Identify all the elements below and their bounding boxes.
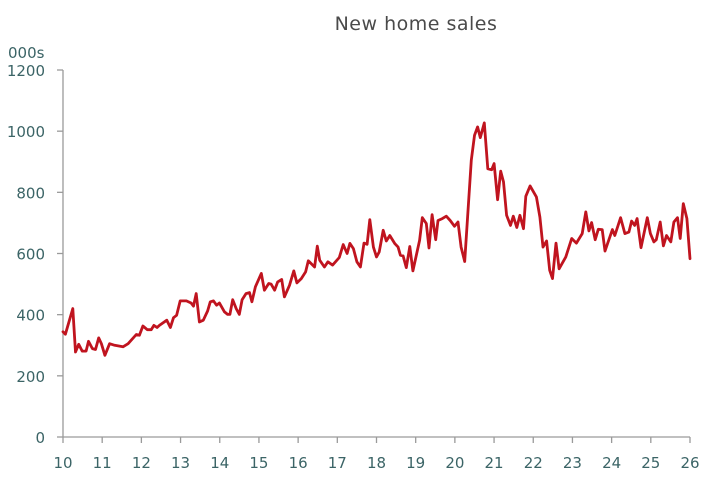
x-tick-label: 10 bbox=[53, 454, 72, 472]
y-axis-unit-label: 000s bbox=[8, 44, 45, 62]
y-tick-label: 200 bbox=[16, 368, 45, 386]
x-tick-label: 11 bbox=[93, 454, 112, 472]
y-tick-label: 0 bbox=[35, 429, 45, 447]
x-tick-label: 24 bbox=[602, 454, 621, 472]
ticks: 0 200 400 600 800 1000 1200 10 11 12 13 14 15 16 17 18 1… bbox=[7, 62, 700, 472]
x-tick-label: 25 bbox=[641, 454, 660, 472]
x-tick-label: 20 bbox=[445, 454, 464, 472]
chart-title: New home sales bbox=[335, 13, 498, 35]
y-tick-label: 600 bbox=[16, 246, 45, 264]
x-tick-label: 19 bbox=[406, 454, 425, 472]
x-tick-label: 13 bbox=[171, 454, 190, 472]
y-tick-label: 400 bbox=[16, 307, 45, 325]
x-tick-label: 12 bbox=[132, 454, 151, 472]
series-line-new-home-sales bbox=[61, 121, 692, 357]
y-tick-label: 800 bbox=[16, 184, 45, 202]
x-tick-label: 16 bbox=[289, 454, 308, 472]
y-tick-label: 1000 bbox=[7, 123, 45, 141]
y-tick-label: 1200 bbox=[7, 62, 45, 80]
x-tick-label: 14 bbox=[210, 454, 229, 472]
x-tick-label: 22 bbox=[524, 454, 543, 472]
series bbox=[61, 121, 692, 357]
x-tick-label: 15 bbox=[249, 454, 268, 472]
x-tick-label: 26 bbox=[680, 454, 699, 472]
x-tick-label: 21 bbox=[485, 454, 504, 472]
x-tick-label: 18 bbox=[367, 454, 386, 472]
x-tick-label: 23 bbox=[563, 454, 582, 472]
x-tick-label: 17 bbox=[328, 454, 347, 472]
